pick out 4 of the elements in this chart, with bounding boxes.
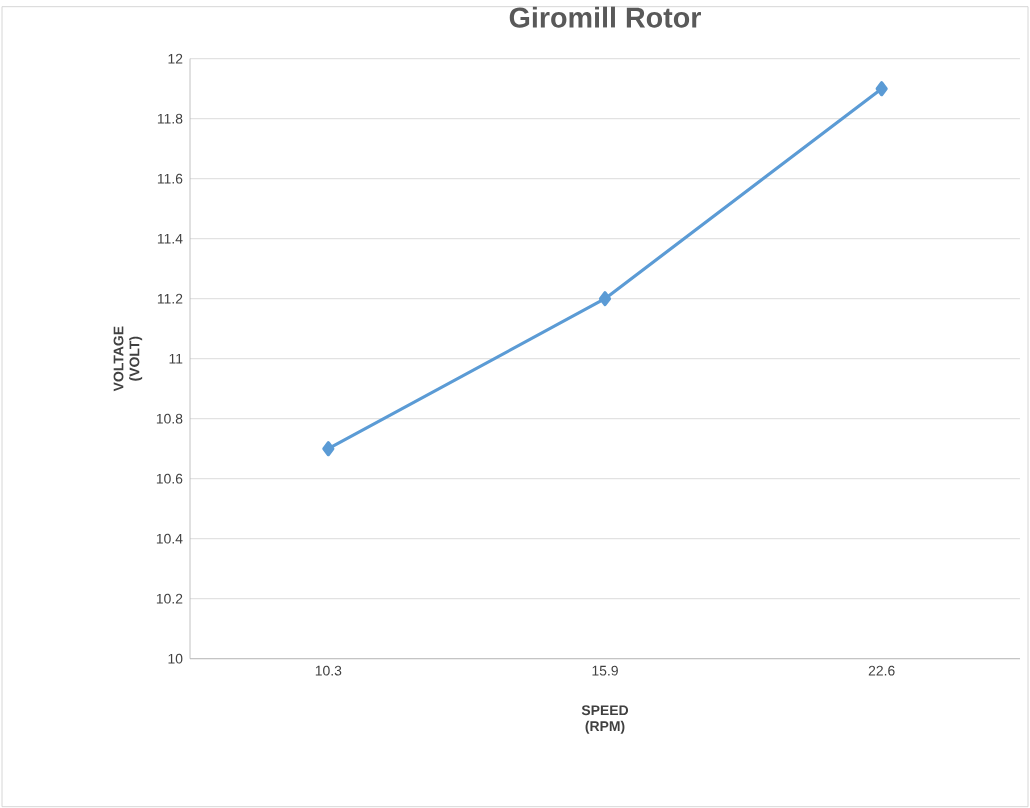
chart-title: Giromill Rotor xyxy=(509,6,701,28)
point xyxy=(322,440,335,456)
point xyxy=(598,290,612,306)
point xyxy=(875,80,888,96)
